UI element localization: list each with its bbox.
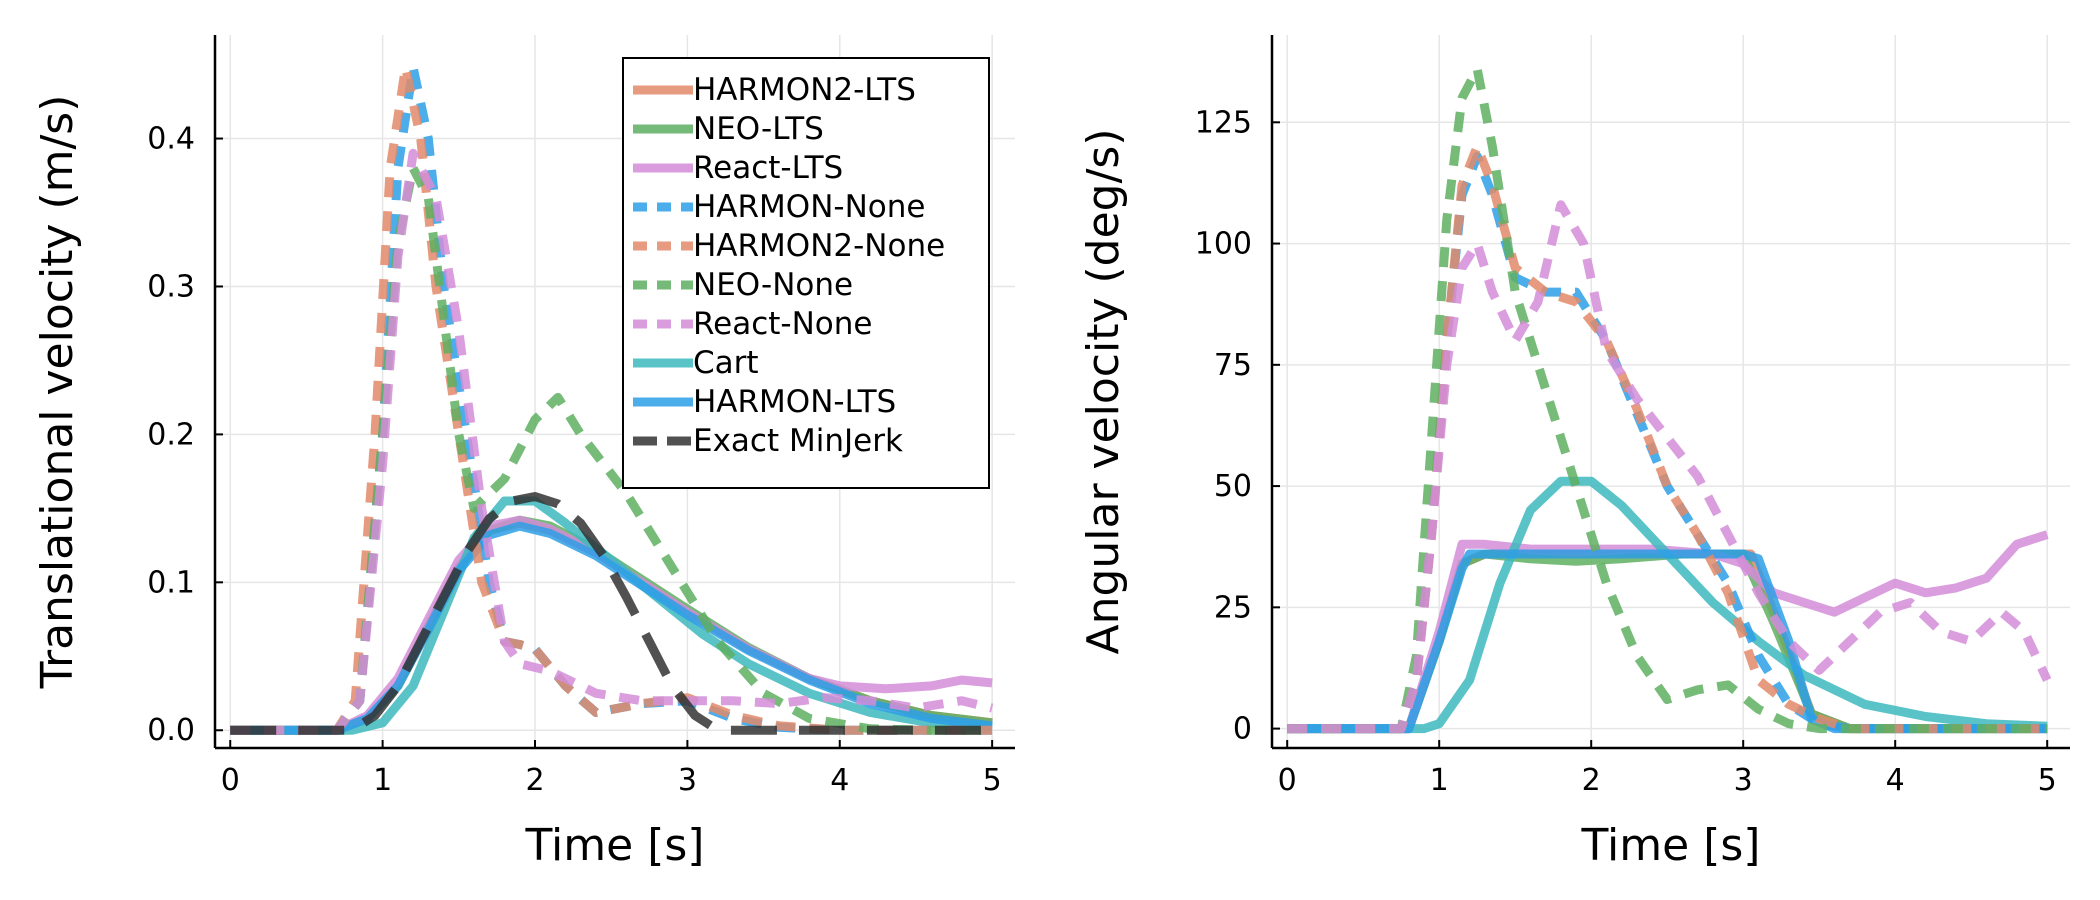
x-tick-label: 4 xyxy=(830,763,849,798)
legend-label: HARMON-LTS xyxy=(693,384,896,420)
legend-label: Exact MinJerk xyxy=(693,423,903,459)
legend-label: Cart xyxy=(693,345,759,381)
y-tick-label: 100 xyxy=(1195,227,1252,262)
series-line-react-none xyxy=(1287,200,2052,734)
x-tick-label: 1 xyxy=(1430,763,1449,798)
x-tick-label: 2 xyxy=(1582,763,1601,798)
x-axis-label: Time [s] xyxy=(525,820,705,871)
series-line-cart xyxy=(1287,476,2048,734)
legend-label: HARMON-None xyxy=(693,189,925,225)
series-line-harmon2-none xyxy=(230,63,993,735)
series-line-neo-lts xyxy=(230,515,993,735)
y-axis-label: Angular velocity (deg/s) xyxy=(1078,128,1129,654)
y-tick-label: 0.3 xyxy=(147,269,195,304)
x-tick-label: 3 xyxy=(678,763,697,798)
series-line-neo-none xyxy=(230,163,993,735)
y-tick-label: 0.0 xyxy=(147,713,195,748)
y-tick-label: 0.1 xyxy=(147,565,195,600)
series-line-harmon-lts xyxy=(1287,549,2048,734)
x-tick-label: 5 xyxy=(2038,763,2057,798)
x-tick-label: 5 xyxy=(983,763,1002,798)
chart-panel-1: 0 1 2 3 4 5 0.0 0.1 0.2 0.3 0.4 Time [s] Translation… xyxy=(32,35,1015,871)
x-axis-label: Time [s] xyxy=(1581,820,1761,871)
y-tick-label: 75 xyxy=(1214,348,1252,383)
y-tick-label: 0 xyxy=(1233,712,1252,747)
series-line-react-none xyxy=(230,148,994,735)
y-tick-label: 25 xyxy=(1214,590,1252,625)
x-tick-label: 4 xyxy=(1886,763,1905,798)
x-tick-label: 3 xyxy=(1734,763,1753,798)
x-tick-label: 0 xyxy=(1278,763,1297,798)
legend-label: NEO-None xyxy=(693,267,853,303)
series-line-harmon2-none xyxy=(1287,142,2048,734)
legend: HARMON2-LTSNEO-LTSReact-LTSHARMON-NoneHA… xyxy=(622,57,990,489)
series-line-neo-none xyxy=(1287,64,2048,734)
series-line-react-lts xyxy=(1287,530,2049,734)
series-line-harmon-none xyxy=(1287,151,2048,734)
y-tick-label: 0.2 xyxy=(147,417,195,452)
legend-label: HARMON2-LTS xyxy=(693,72,916,108)
y-tick-label: 0.4 xyxy=(147,122,195,157)
x-tick-label: 2 xyxy=(525,763,544,798)
series-line-cart xyxy=(230,496,993,735)
y-axis-label: Translational velocity (m/s) xyxy=(32,95,83,690)
y-tick-label: 50 xyxy=(1214,469,1252,504)
y-tick-label: 125 xyxy=(1195,105,1252,140)
legend-label: React-None xyxy=(693,306,872,342)
x-tick-label: 0 xyxy=(221,763,240,798)
legend-label: HARMON2-None xyxy=(693,228,945,264)
legend-label: React-LTS xyxy=(693,150,843,186)
series-line-exact-minjerk xyxy=(230,492,993,735)
x-tick-label: 1 xyxy=(373,763,392,798)
legend-label: NEO-LTS xyxy=(693,111,824,147)
